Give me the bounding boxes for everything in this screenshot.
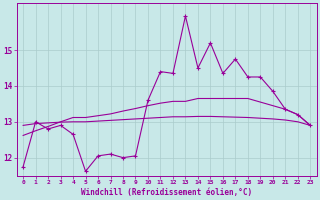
X-axis label: Windchill (Refroidissement éolien,°C): Windchill (Refroidissement éolien,°C) [81, 188, 252, 197]
